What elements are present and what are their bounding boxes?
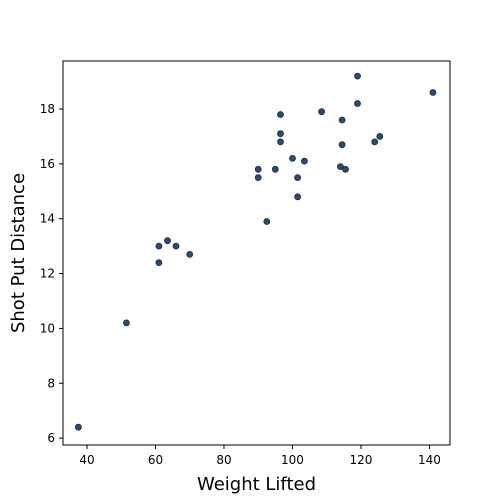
data-point [294,193,302,201]
data-point [342,165,349,173]
y-tick-label: 6 [47,431,55,445]
x-axis-label: Weight Lifted [197,474,316,495]
data-point [376,132,384,140]
data-point [336,163,344,171]
y-axis-label: Shot Put Distance [8,173,29,333]
data-point [186,250,194,258]
y-tick-label: 10 [40,321,55,335]
data-point [354,100,361,107]
y-tick-label: 18 [40,102,55,116]
data-point [338,141,346,149]
y-axis-ticks: 6 8 10 12 14 16 18 [40,102,63,445]
data-point [354,72,361,80]
data-point [294,174,302,182]
data-point [271,165,279,173]
data-point [300,157,308,165]
data-point [277,111,284,118]
data-point [123,319,130,327]
data-point [254,165,262,173]
data-point [155,259,163,267]
y-tick-label: 8 [47,376,55,390]
data-point [75,423,82,431]
data-point [172,242,180,250]
y-tick-label: 12 [40,267,55,281]
y-tick-label: 14 [40,212,55,226]
data-point [371,138,379,146]
x-tick-label: 40 [79,453,94,467]
x-tick-label: 80 [216,453,231,467]
x-tick-label: 120 [350,453,373,467]
data-point [164,237,171,245]
data-point [254,174,262,182]
plot-area-frame [62,60,451,446]
data-point [155,242,163,250]
data-point [338,116,346,124]
data-point [318,108,326,116]
data-point [277,138,284,146]
data-point [263,218,271,225]
data-point [429,89,437,96]
data-point [277,130,284,138]
x-tick-label: 140 [418,453,441,467]
x-tick-label: 60 [148,453,163,467]
x-axis-ticks: 40 60 80 100 120 140 [79,445,441,467]
data-points [75,72,437,431]
y-tick-label: 16 [40,157,55,171]
data-point [289,154,296,162]
x-tick-label: 100 [281,453,304,467]
